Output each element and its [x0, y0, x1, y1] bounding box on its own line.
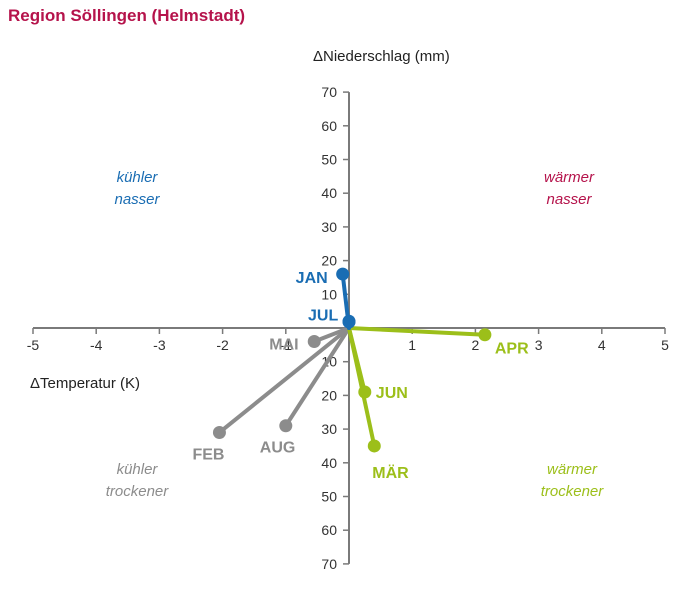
quadrant-label-bottom-right: wärmer: [547, 461, 598, 478]
x-tick-label: -4: [90, 337, 103, 353]
point-labels: FEB MAI AUG MÄR APR JUN JAN JUL: [192, 270, 529, 482]
point-label-feb: FEB: [192, 446, 224, 463]
y-tick-label: 40: [321, 455, 337, 471]
quadrant-label-bottom-left: kühler: [117, 461, 159, 478]
y-tick-label: 40: [321, 185, 337, 201]
y-tick-label: 50: [321, 152, 337, 168]
y-tick-label: 20: [321, 387, 337, 403]
data-point-jun: [358, 385, 372, 399]
data-points: [212, 267, 492, 453]
data-point-apr: [478, 328, 492, 342]
point-label-jun: JUN: [376, 385, 408, 402]
quadrant-label-top-left: nasser: [114, 191, 160, 208]
y-tick-label: 70: [321, 84, 337, 100]
series-line-feb: [217, 326, 351, 435]
point-label-mai: MAI: [269, 336, 298, 353]
y-tick-label: 50: [321, 489, 337, 505]
point-label-aug: AUG: [260, 440, 296, 457]
y-tick-label: 10: [321, 286, 337, 302]
series-line-aug: [283, 326, 351, 428]
series-line-jun: [347, 326, 367, 395]
x-tick-label: -1: [280, 337, 293, 353]
quadrant-label-bottom-left: trockener: [106, 483, 170, 500]
x-tick-label: 2: [472, 337, 480, 353]
chart-title: Region Söllingen (Helmstadt): [8, 6, 246, 25]
y-tick-label: 60: [321, 118, 337, 134]
x-tick-label: -3: [153, 337, 166, 353]
x-tick-label: -5: [27, 337, 40, 353]
y-tick-label: 60: [321, 522, 337, 538]
quadrant-label-top-right: nasser: [546, 191, 592, 208]
x-tick-label: 5: [661, 337, 669, 353]
series-line-apr: [347, 326, 487, 337]
y-tick-label: 20: [321, 253, 337, 269]
data-point-aug: [279, 419, 293, 433]
x-tick-label: 4: [598, 337, 606, 353]
data-point-jan: [336, 267, 350, 281]
y-tick-label: 30: [321, 421, 337, 437]
origin-point: [342, 315, 356, 329]
x-tick-label: -2: [216, 337, 229, 353]
y-axis-label: ΔNiederschlag (mm): [313, 48, 450, 65]
data-point-mär: [367, 439, 381, 453]
y-tick-label: 70: [321, 556, 337, 572]
quadrant-label-bottom-right: trockener: [541, 483, 605, 500]
series-lines: [217, 272, 487, 448]
x-axis-label: ΔTemperatur (K): [30, 375, 140, 392]
quadrant-labels: kühler nasser wärmer nasser kühler trockener w…: [106, 169, 605, 500]
point-label-jan: JAN: [296, 270, 328, 287]
point-label-jul: JUL: [308, 307, 338, 324]
quadrant-label-top-left: kühler: [117, 169, 159, 186]
quadrant-label-top-right: wärmer: [544, 169, 595, 186]
x-tick-label: 3: [535, 337, 543, 353]
data-point-mai: [307, 334, 321, 348]
data-point-feb: [212, 425, 226, 439]
point-label-mär: MÄR: [372, 464, 409, 482]
point-label-apr: APR: [495, 341, 529, 358]
y-tick-label: 30: [321, 219, 337, 235]
x-tick-label: 1: [408, 337, 416, 353]
